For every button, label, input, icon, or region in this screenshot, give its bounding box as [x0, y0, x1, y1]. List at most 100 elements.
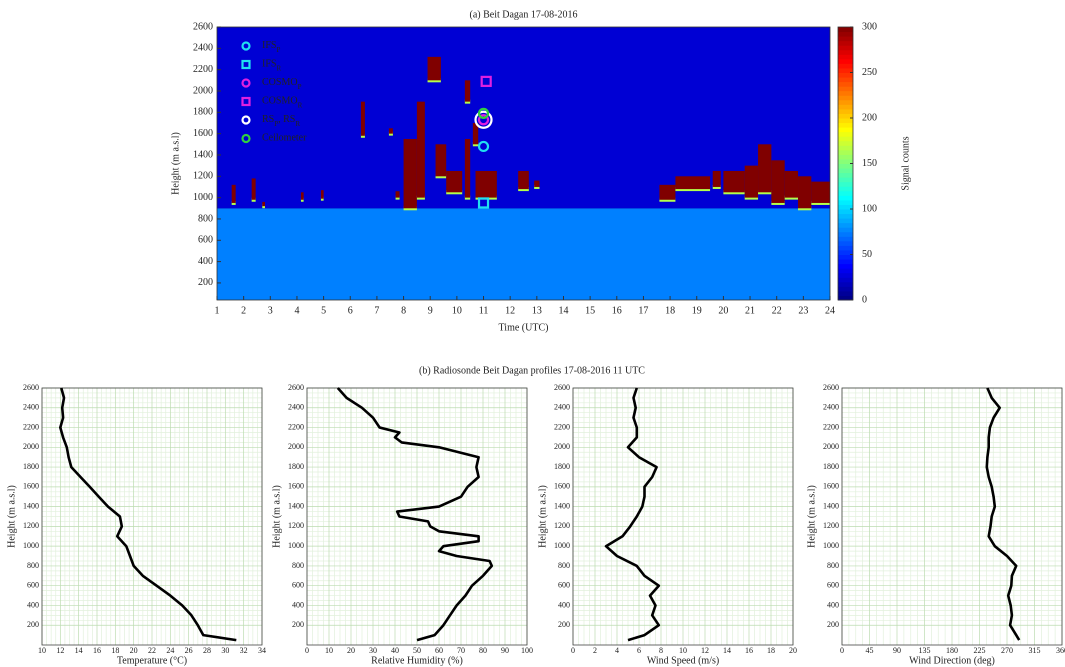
y-axis-label: Height (m a.s.l) [537, 485, 548, 548]
colorbar-segment [838, 118, 853, 124]
colorbar-label: Signal counts [900, 136, 911, 190]
x-axis-label: Temperature (°C) [117, 655, 187, 666]
legend-label: RSP, RSR [262, 114, 300, 127]
y-tick-label: 2000 [288, 442, 304, 451]
background-layer [217, 208, 830, 300]
x-tick-label: 24 [166, 646, 174, 655]
y-tick-label: 200 [198, 277, 213, 288]
x-tick-label: 11 [479, 305, 489, 316]
x-tick-label: 0 [305, 646, 309, 655]
colorbar-segment [838, 290, 853, 296]
x-axis-label: Time (UTC) [499, 322, 549, 333]
cloud-cell [435, 144, 447, 177]
colorbar-segment [838, 245, 853, 251]
x-axis-label: Relative Humidity (%) [371, 655, 463, 666]
y-tick-label: 400 [27, 600, 39, 609]
y-tick-label: 1200 [288, 521, 304, 530]
y-tick-label: 800 [292, 561, 304, 570]
y-tick-label: 2400 [193, 43, 213, 54]
colorbar-segment [838, 108, 853, 114]
colorbar-segment [838, 281, 853, 287]
cloud-cell [360, 101, 365, 136]
y-tick-label: 1800 [193, 107, 213, 118]
x-tick-label: 18 [665, 305, 675, 316]
y-tick-label: 600 [27, 581, 39, 590]
x-tick-label: 16 [745, 646, 753, 655]
colorbar-segment [838, 168, 853, 174]
x-tick-label: 18 [111, 646, 119, 655]
y-tick-label: 2600 [193, 21, 213, 32]
x-tick-label: 8 [659, 646, 663, 655]
x-tick-label: 12 [701, 646, 709, 655]
cloud-cell [472, 122, 479, 145]
x-tick-label: 14 [75, 646, 83, 655]
marker-circle [241, 133, 251, 144]
colorbar-tick-label: 250 [862, 67, 877, 78]
cloud-cell [403, 138, 417, 209]
x-tick-label: 225 [974, 646, 986, 655]
y-tick-label: 200 [27, 620, 39, 629]
x-tick-label: 30 [369, 646, 377, 655]
cloud-cell [395, 191, 400, 198]
colorbar-segment [838, 204, 853, 210]
y-tick-label: 800 [198, 213, 213, 224]
x-tick-label: 20 [130, 646, 138, 655]
legend-text: COSMO [262, 77, 298, 88]
cloud-cell [744, 165, 759, 198]
x-tick-label: 5 [321, 305, 326, 316]
x-tick-label: 10 [325, 646, 333, 655]
colorbar-segment [838, 104, 853, 110]
profile-line [604, 387, 661, 642]
cloud-cell [758, 144, 772, 193]
x-tick-label: 40 [391, 646, 399, 655]
legend-subscript: P [276, 46, 280, 54]
cloud-cell [534, 180, 540, 187]
y-axis-label: Height (m a.s.l) [170, 132, 181, 195]
legend-text: COSMO [262, 96, 298, 107]
colorbar-segment [838, 77, 853, 83]
x-tick-label: 3 [268, 305, 273, 316]
x-tick-label: 20 [718, 305, 728, 316]
cloud-cell [464, 138, 471, 198]
cloud-cell [464, 80, 471, 102]
cloud-cell [475, 170, 497, 198]
x-tick-label: 8 [401, 305, 406, 316]
colorbar-segment [838, 122, 853, 128]
y-tick-label: 1600 [554, 482, 570, 491]
x-tick-label: 12 [505, 305, 515, 316]
colorbar-segment [838, 213, 853, 219]
y-tick-label: 1000 [554, 541, 570, 550]
x-tick-label: 22 [772, 305, 782, 316]
legend-subscript: P [274, 120, 278, 128]
colorbar-segment [838, 231, 853, 237]
y-tick-label: 1400 [823, 501, 839, 510]
x-tick-label: 315 [1029, 646, 1041, 655]
colorbar-tick-label: 50 [862, 249, 872, 260]
colorbar-segment [838, 81, 853, 87]
x-tick-label: 20 [347, 646, 355, 655]
y-tick-label: 1600 [288, 482, 304, 491]
plot-frame [572, 387, 794, 646]
colorbar-segment [838, 72, 853, 78]
colorbar-segment [838, 199, 853, 205]
colorbar-segment [838, 190, 853, 196]
legend-subscript: R [298, 101, 303, 109]
y-tick-label: 400 [827, 600, 839, 609]
x-tick-label: 7 [374, 305, 379, 316]
legend-label: IFSR [262, 59, 281, 72]
colorbar-segment [838, 227, 853, 233]
x-tick-label: 14 [723, 646, 731, 655]
colorbar-segment [838, 172, 853, 178]
y-tick-label: 2400 [23, 403, 39, 412]
colorbar-segment [838, 163, 853, 169]
colorbar-segment [838, 240, 853, 246]
x-tick-label: 24 [825, 305, 835, 316]
x-tick-label: 10 [452, 305, 462, 316]
y-tick-label: 1800 [554, 462, 570, 471]
y-tick-label: 1600 [23, 482, 39, 491]
x-tick-label: 15 [585, 305, 595, 316]
y-tick-label: 1000 [23, 541, 39, 550]
colorbar-tick-label: 0 [862, 294, 867, 305]
colorbar-segment [838, 54, 853, 60]
colorbar-segment [838, 186, 853, 192]
